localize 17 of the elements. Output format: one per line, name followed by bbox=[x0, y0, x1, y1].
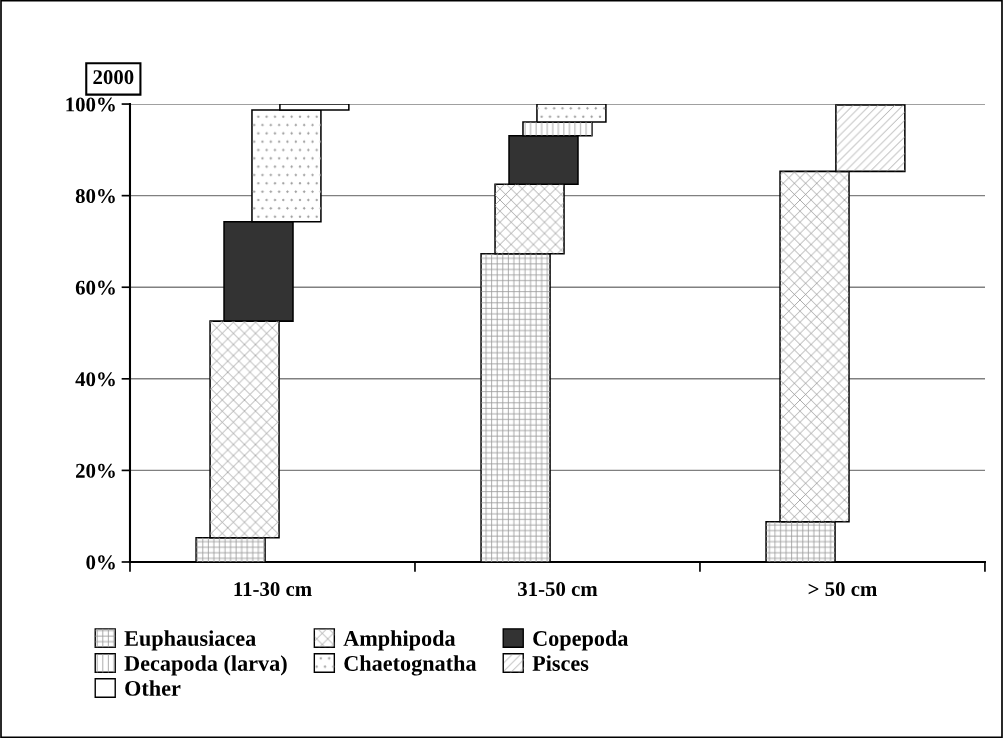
y-tick-label: 80% bbox=[75, 189, 115, 204]
legend-label: Amphipoda bbox=[343, 630, 456, 651]
x-tick-label: 11-30 cm bbox=[234, 582, 312, 597]
y-tick-label: 40% bbox=[75, 372, 115, 387]
legend-label: Copepoda bbox=[533, 630, 629, 651]
chart-title: 2000 bbox=[93, 70, 134, 85]
x-tick-label: 31-50 cm bbox=[518, 582, 598, 597]
legend-label: Pisces bbox=[532, 655, 589, 671]
legend-label: Other bbox=[125, 680, 181, 696]
x-tick-label: > 50 cm bbox=[808, 582, 877, 597]
legend-label: Decapoda (larva) bbox=[124, 655, 287, 676]
legend-label: Chaetognatha bbox=[344, 655, 477, 676]
legend-label: Euphausiacea bbox=[124, 630, 256, 651]
y-tick-label: 0% bbox=[86, 555, 115, 570]
y-tick-label: 20% bbox=[76, 463, 115, 478]
y-tick-label: 100% bbox=[66, 97, 115, 112]
y-tick-label: 60% bbox=[75, 280, 115, 295]
